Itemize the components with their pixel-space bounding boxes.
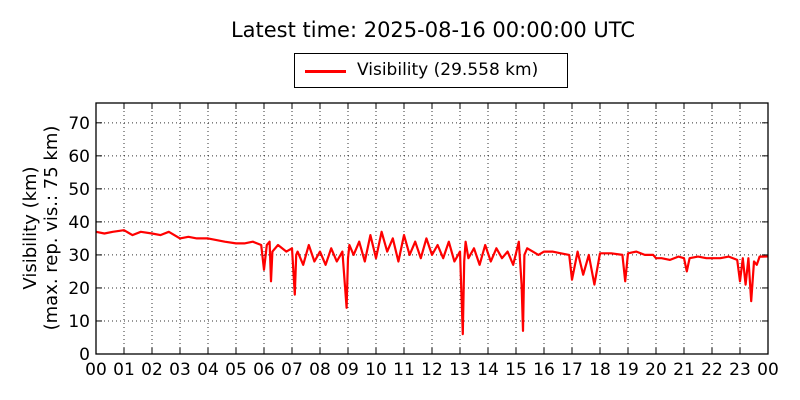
x-tick-label: 08 [309, 360, 331, 380]
x-tick-label: 16 [533, 360, 555, 380]
x-tick-label: 23 [729, 360, 751, 380]
y-tick-label: 50 [68, 180, 90, 200]
legend-swatch-visibility [305, 70, 346, 73]
series-line-visibility [95, 229, 769, 336]
x-tick-label: 10 [365, 360, 387, 380]
x-tick-label: 09 [337, 360, 359, 380]
x-tick-label: 00 [757, 360, 779, 380]
y-tick-label: 40 [68, 213, 90, 233]
x-tick-label: 13 [449, 360, 471, 380]
grid-layer [96, 103, 768, 354]
x-tick-label: 07 [281, 360, 303, 380]
x-tick-label: 11 [393, 360, 415, 380]
tick-layer: 00 01 02 03 04 05 06 07 08 09 10 11 12 13 14 15 16 17 18 19… [68, 103, 779, 380]
x-tick-label: 14 [477, 360, 499, 380]
x-tick-label: 17 [561, 360, 583, 380]
x-tick-label: 15 [505, 360, 527, 380]
label-layer: Visibility (km) (max. rep. vis.: 75 km) [20, 126, 62, 331]
y-axis-label-line2: (max. rep. vis.: 75 km) [41, 126, 62, 331]
x-tick-label: 22 [701, 360, 723, 380]
x-tick-label: 03 [169, 360, 191, 380]
y-tick-label: 10 [68, 312, 90, 332]
x-tick-label: 21 [673, 360, 695, 380]
y-tick-label: 70 [68, 114, 90, 134]
x-tick-label: 19 [617, 360, 639, 380]
y-tick-label: 60 [68, 147, 90, 167]
plot-frame [95, 102, 769, 355]
x-tick-label: 01 [113, 360, 135, 380]
y-tick-label: 30 [68, 246, 90, 266]
y-tick-label: 20 [68, 279, 90, 299]
plot-layer [95, 229, 769, 336]
x-tick-label: 06 [253, 360, 275, 380]
x-tick-label: 12 [421, 360, 443, 380]
y-tick-label: 0 [79, 345, 90, 365]
x-tick-label: 05 [225, 360, 247, 380]
chart-legend: Visibility (29.558 km) [294, 53, 568, 88]
y-axis-label-line1: Visibility (km) [20, 166, 41, 289]
legend-label-visibility: Visibility (29.558 km) [357, 60, 539, 80]
x-tick-label: 20 [645, 360, 667, 380]
x-tick-label: 00 [85, 360, 107, 380]
x-tick-label: 18 [589, 360, 611, 380]
chart-title: Latest time: 2025-08-16 00:00:00 UTC [230, 18, 636, 42]
x-tick-label: 02 [141, 360, 163, 380]
x-tick-label: 04 [197, 360, 219, 380]
